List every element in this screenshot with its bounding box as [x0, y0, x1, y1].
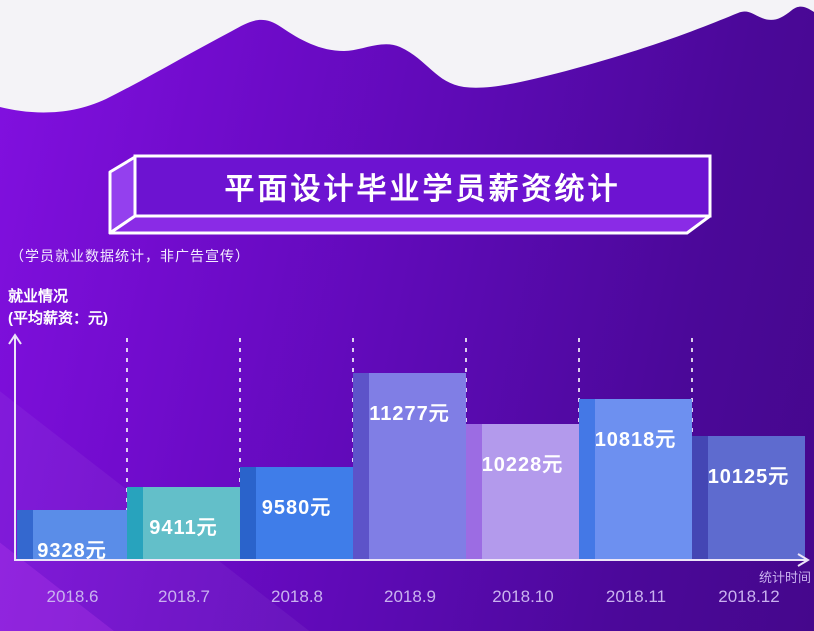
bar-2018.8: 9580元	[240, 467, 353, 560]
top-wave-decoration	[0, 0, 814, 113]
bar-2018.12: 10125元	[692, 436, 805, 560]
bar-2018.10: 10228元	[466, 424, 579, 560]
x-tick-2018.10: 2018.10	[492, 587, 554, 606]
x-tick-2018.8: 2018.8	[271, 587, 323, 606]
chart-subtitle: （学员就业数据统计，非广告宣传）	[10, 248, 250, 264]
bar-value-label: 11277元	[369, 403, 450, 425]
bar-value-label: 9328元	[37, 540, 107, 562]
bar-side-shade	[127, 487, 143, 560]
bar-value-label: 10818元	[594, 429, 677, 451]
x-axis-title: 统计时间	[758, 570, 811, 585]
y-axis-title-line2: (平均薪资：元)	[8, 310, 108, 327]
x-tick-2018.11: 2018.11	[605, 587, 667, 606]
bar-2018.6: 9328元	[17, 510, 127, 562]
x-tick-2018.12: 2018.12	[718, 587, 780, 606]
bar-side-shade	[17, 510, 33, 560]
x-tick-2018.9: 2018.9	[384, 587, 436, 606]
bar-side-shade	[240, 467, 256, 560]
x-tick-2018.6: 2018.6	[46, 587, 99, 606]
bar-value-label: 9411元	[149, 517, 218, 539]
bar-2018.11: 10818元	[579, 399, 692, 560]
bar-side-shade	[353, 373, 369, 560]
bar-value-label: 10125元	[707, 466, 790, 488]
bar-value-label: 10228元	[481, 454, 564, 476]
bar-side-shade	[466, 424, 482, 560]
y-axis-title-line1: 就业情况	[8, 288, 69, 305]
page-title: 平面设计毕业学员薪资统计	[224, 173, 621, 206]
bar-2018.7: 9411元	[127, 487, 240, 560]
bar-2018.9: 11277元	[353, 373, 466, 560]
title-banner-3d-slab	[108, 154, 712, 235]
bar-side-shade	[579, 399, 595, 560]
bar-side-shade	[692, 436, 708, 560]
bar-value-label: 9580元	[261, 497, 332, 519]
y-axis-title: 就业情况 (平均薪资：元)	[8, 286, 108, 330]
x-tick-2018.7: 2018.7	[158, 587, 210, 606]
